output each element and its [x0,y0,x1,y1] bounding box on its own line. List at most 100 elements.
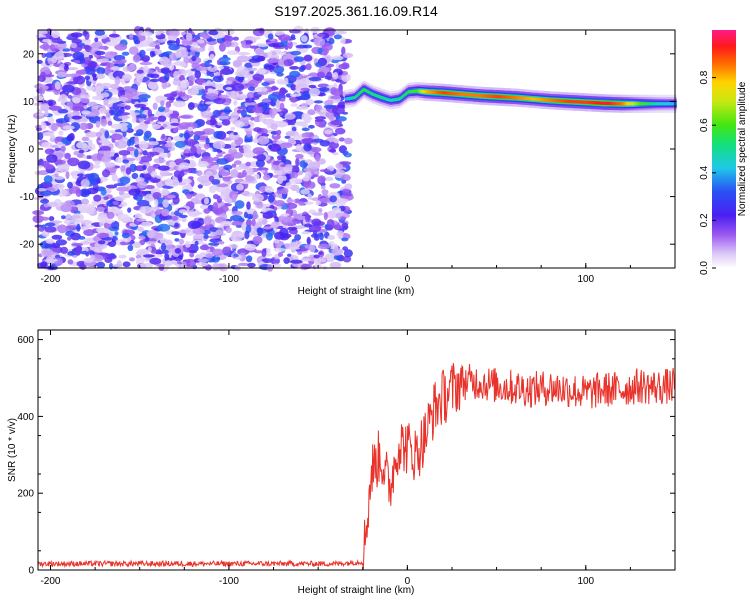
noise-blob [261,248,267,257]
ridge-cell [352,96,355,100]
noise-blob [81,198,89,205]
noise-blob [138,140,149,150]
noise-blob [330,120,342,126]
noise-blob [300,87,311,91]
noise-blob [47,116,55,124]
noise-blob [245,67,258,72]
x-tick-label: 100 [577,576,594,587]
noise-blob [252,155,264,159]
noise-blob [332,72,339,80]
noise-blob [251,218,256,227]
noise-blob [281,175,287,181]
noise-blob [136,129,144,136]
ridge-cell [599,101,602,105]
noise-blob [203,216,212,226]
noise-blob [321,189,329,195]
noise-blob [175,37,180,46]
noise-blob [236,55,250,63]
noise-blob [329,261,342,269]
noise-blob [185,240,191,248]
noise-blob [137,248,150,256]
noise-blob [312,212,324,216]
noise-blob [128,46,139,55]
noise-blob [157,223,171,232]
noise-blob [212,202,218,211]
noise-blob [37,188,47,192]
noise-blob [203,208,211,214]
noise-blob [262,103,267,113]
noise-blob [241,40,246,47]
noise-blob [67,181,73,189]
ridge-cell [556,99,559,103]
ridge-cell [507,95,510,99]
chart-title: S197.2025.361.16.09.R14 [274,3,438,19]
ridge-cell [656,102,659,106]
noise-blob [188,170,193,174]
ridge-cell [410,89,413,94]
noise-blob [194,193,206,199]
heatmap-x-label: Height of straight line (km) [298,286,415,297]
noise-blob [196,170,203,177]
noise-blob [341,62,350,67]
noise-blob [278,34,291,42]
noise-blob [244,102,257,106]
y-tick-label: -10 [20,192,35,203]
noise-blob [127,244,134,251]
noise-blob [226,50,239,56]
noise-blob [80,97,90,104]
ridge-cell [429,90,432,94]
noise-blob [157,115,167,122]
noise-blob [122,73,132,81]
noise-blob [199,32,207,38]
ridge-cell [511,95,515,100]
noise-blob [142,164,147,170]
noise-blob [85,155,93,160]
noise-blob [332,207,342,214]
noise-blob [109,130,115,134]
noise-blob [76,142,88,149]
noise-blob [157,121,170,125]
noise-blob [219,109,233,113]
noise-blob [200,70,208,74]
noise-blob [85,131,99,138]
noise-blob [308,84,317,89]
ridge-cell [641,102,644,106]
noise-blob [105,184,118,189]
noise-blob [225,87,233,90]
ridge-cell [480,94,483,98]
noise-blob [344,137,353,145]
noise-blob [221,118,231,126]
noise-blob [146,73,155,78]
ridge-cell [589,100,592,105]
ridge-cell [596,101,599,105]
noise-blob [204,264,212,271]
noise-blob [196,262,209,267]
ridge-cell [437,90,440,95]
noise-blob [168,43,180,51]
noise-blob [78,149,85,154]
noise-blob [200,110,213,119]
noise-blob [94,37,99,43]
noise-blob [179,75,185,82]
noise-blob [245,161,251,167]
ridge-cell [521,96,525,100]
noise-blob [66,101,74,108]
ridge-cell [377,94,380,99]
noise-blob [211,248,224,256]
noise-blob [291,231,298,235]
ridge-cell [412,89,415,93]
snr-y-label: SNR (10 * v/v) [7,418,18,482]
ridge-cell [631,102,634,106]
noise-blob [102,219,115,224]
noise-blob [51,30,61,39]
noise-blob [216,154,223,158]
ridge-cell [517,96,520,100]
ridge-cell [496,95,499,99]
noise-blob [42,248,54,256]
ridge-cell [534,97,537,101]
ridge-cell [420,89,423,93]
noise-blob [329,114,334,122]
noise-blob [139,61,153,66]
noise-blob [212,263,220,271]
ridge-cell [447,91,450,95]
